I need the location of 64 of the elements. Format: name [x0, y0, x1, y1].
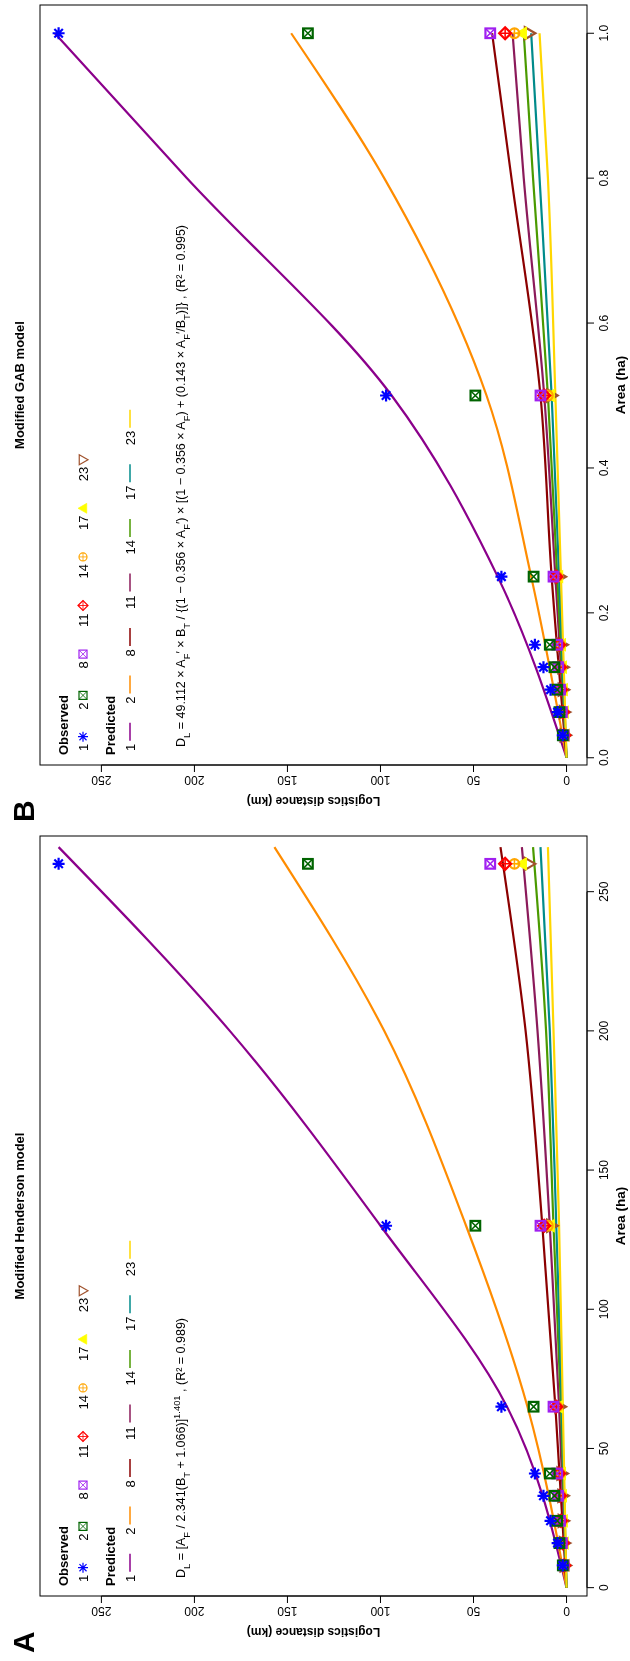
legend-label: 1 [123, 1574, 138, 1582]
legend-label: 11 [123, 595, 138, 610]
legend-label: 8 [76, 1492, 91, 1500]
legend-label: 23 [76, 1297, 91, 1313]
legend-label: 1 [123, 743, 138, 751]
legend-label: 14 [123, 1371, 138, 1386]
legend-label: 8 [123, 1480, 138, 1488]
x-tick-label: 250 [91, 1604, 112, 1618]
x-tick-label: 0 [562, 773, 570, 787]
legend-title: Observed [56, 1525, 71, 1586]
y-tick-label: 0.4 [597, 459, 611, 477]
legend-label: 14 [76, 1395, 91, 1410]
legend-label: 17 [123, 485, 138, 500]
legend-label: 17 [76, 1346, 91, 1361]
legend-label: 17 [76, 515, 91, 530]
legend-label: 14 [123, 540, 138, 555]
legend-label: 1 [76, 1574, 91, 1582]
text: Modified GAB model [12, 321, 27, 449]
y-tick-label: 0.2 [597, 604, 611, 622]
y-tick-label: 250 [597, 881, 611, 902]
x-tick-label: 150 [277, 773, 298, 787]
legend-label: 23 [76, 466, 91, 482]
y-tick-label: 100 [597, 1298, 611, 1320]
legend-label: 1 [76, 743, 91, 751]
legend-label: 11 [76, 613, 91, 628]
y-axis-title: Area (ha) [613, 355, 628, 415]
text: Modified Henderson model [12, 1132, 27, 1300]
legend-label: 8 [123, 649, 138, 657]
y-tick-label: 200 [597, 1020, 611, 1041]
x-tick-label: 100 [370, 773, 391, 787]
legend-label: 2 [76, 1533, 91, 1541]
legend-label: 23 [123, 1261, 138, 1277]
y-axis-title: Area (ha) [613, 1186, 628, 1246]
x-axis-title: Logistics distance (km) [246, 1625, 381, 1639]
x-tick-label: 50 [466, 773, 481, 787]
y-tick-label: 1.0 [597, 24, 611, 42]
x-tick-label: 100 [370, 1604, 391, 1618]
y-tick-label: 0.8 [597, 169, 611, 187]
x-tick-label: 200 [184, 773, 205, 787]
annotation: Predicted [103, 1526, 118, 1586]
annotation: Predicted [103, 695, 118, 755]
x-tick-label: 0 [562, 1604, 570, 1618]
legend-label: 23 [123, 430, 138, 446]
legend-label: 11 [76, 1444, 91, 1459]
legend-label: 2 [76, 702, 91, 710]
legend-label: 14 [76, 564, 91, 579]
x-tick-label: 150 [277, 1604, 298, 1618]
legend-label: 2 [123, 1527, 138, 1535]
x-axis-title: Logistics distance (km) [246, 794, 381, 808]
y-tick-label: 150 [597, 1159, 611, 1181]
y-tick-label: 0.0 [597, 749, 611, 767]
x-tick-label: 50 [466, 1604, 481, 1618]
text: A [7, 1631, 40, 1653]
legend-label: 11 [123, 1426, 138, 1441]
legend-label: 17 [123, 1316, 138, 1331]
text: B [7, 800, 40, 822]
legend-title: Observed [56, 694, 71, 755]
y-tick-label: 50 [597, 1441, 611, 1456]
y-tick-label: 0 [597, 1583, 611, 1591]
y-tick-label: 0.6 [597, 314, 611, 332]
x-tick-label: 200 [184, 1604, 205, 1618]
legend-label: 8 [76, 661, 91, 669]
x-tick-label: 250 [91, 773, 112, 787]
legend-label: 2 [123, 696, 138, 704]
